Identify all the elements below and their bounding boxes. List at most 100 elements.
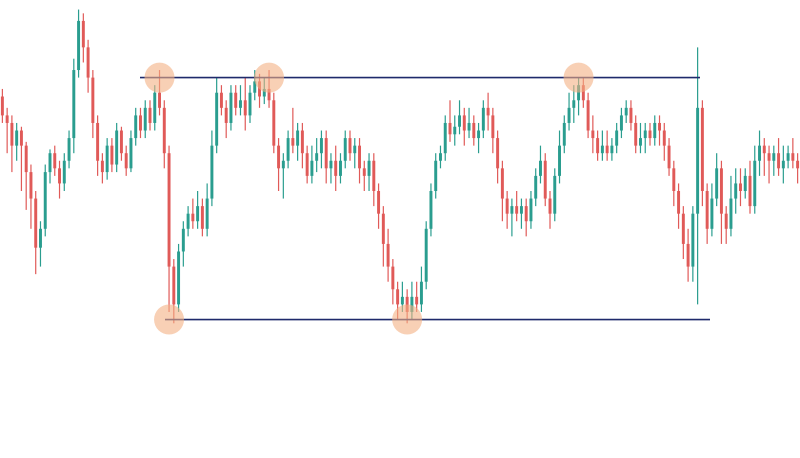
candle-body-down: [543, 160, 547, 199]
candle-body-down: [667, 145, 671, 169]
candle-body-down: [305, 153, 309, 176]
candle-body-down: [5, 115, 9, 123]
candle-body-down: [515, 206, 519, 214]
candle-body-up: [691, 213, 695, 267]
candle-body-down: [686, 243, 690, 267]
candle-body-up: [15, 130, 19, 146]
candle-body-up: [329, 160, 333, 169]
candle-body-up: [39, 228, 42, 248]
candle-body-down: [34, 198, 38, 248]
candle-body-up: [319, 138, 323, 154]
candle-body-up: [77, 20, 81, 71]
candle-body-down: [191, 213, 195, 222]
candle-body-down: [739, 183, 742, 191]
candle-body-up: [434, 160, 438, 191]
candle-body-down: [448, 122, 452, 135]
candle-body-up: [439, 153, 442, 161]
candle-body-down: [700, 107, 704, 191]
candle-body-up: [729, 198, 733, 229]
candle-body-up: [153, 92, 157, 123]
candle-body-down: [158, 92, 161, 108]
candle-body-up: [367, 160, 371, 176]
candle-body-up: [758, 145, 761, 161]
candle-body-down: [172, 266, 176, 305]
candle-body-up: [353, 145, 357, 154]
candle-body-down: [24, 145, 28, 173]
candle-body-up: [186, 213, 190, 229]
candle-body-up: [734, 183, 738, 199]
candle-body-down: [100, 160, 104, 173]
candle-body-up: [715, 168, 719, 199]
candle-body-up: [639, 138, 642, 146]
candle-body-down: [29, 172, 33, 199]
candle-body-up: [467, 122, 471, 131]
candle-body-up: [624, 107, 628, 116]
candle-body-up: [572, 100, 576, 108]
candle-body-down: [796, 160, 800, 169]
candle-body-up: [600, 145, 604, 154]
candle-body-up: [296, 130, 300, 146]
candle-body-up: [239, 100, 242, 108]
candle-body-down: [219, 92, 223, 108]
candle-body-down: [777, 153, 781, 169]
candle-body-up: [529, 198, 533, 222]
candle-body-down: [162, 107, 166, 154]
candle-body-up: [458, 115, 461, 127]
candle-body-down: [372, 160, 376, 191]
candle-body-down: [486, 107, 490, 116]
candle-body-down: [200, 206, 204, 229]
candle-body-down: [548, 198, 552, 214]
candle-body-up: [210, 145, 214, 199]
candle-body-down: [581, 85, 585, 101]
candle-body-up: [577, 85, 581, 101]
candle-body-down: [377, 191, 381, 214]
candle-body-up: [281, 160, 285, 169]
candle-body-down: [267, 88, 271, 101]
candle-body-down: [415, 296, 419, 305]
candle-body-up: [567, 107, 571, 123]
resistance-touch-point: [144, 62, 175, 93]
candle-body-up: [753, 160, 757, 207]
candle-body-down: [139, 115, 142, 131]
candle-body-up: [248, 92, 252, 116]
candle-body-down: [658, 122, 661, 131]
candle-body-up: [786, 153, 790, 161]
candle-body-up: [534, 175, 538, 199]
support-touch-point: [392, 304, 423, 335]
candle-body-up: [519, 206, 523, 214]
candle-body-down: [358, 145, 361, 169]
candle-body-down: [681, 213, 685, 244]
candles-layer: [0, 9, 800, 324]
candle-body-down: [110, 145, 114, 165]
candle-body-up: [424, 228, 428, 282]
candle-body-up: [615, 130, 619, 146]
candle-body-down: [277, 145, 281, 169]
candle-body-down: [586, 100, 590, 131]
candle-body-up: [539, 160, 542, 176]
candle-body-up: [262, 88, 266, 97]
candle-body-down: [53, 153, 57, 169]
candle-body-up: [553, 175, 557, 214]
candle-body-up: [653, 122, 657, 139]
candle-body-down: [767, 153, 771, 161]
candle-body-up: [781, 160, 785, 169]
candle-body-down: [791, 153, 795, 161]
candle-body-up: [134, 115, 138, 139]
candle-body-up: [343, 138, 347, 161]
candle-body-up: [419, 281, 423, 305]
candle-body-down: [629, 107, 633, 123]
candle-body-down: [119, 130, 123, 154]
candle-body-down: [591, 130, 595, 139]
candle-body-down: [81, 20, 85, 48]
candle-body-up: [143, 107, 147, 131]
candle-body-down: [96, 122, 100, 161]
candle-body-down: [334, 160, 338, 176]
candle-body-down: [391, 266, 395, 290]
candle-body-down: [234, 92, 238, 108]
candle-body-up: [48, 153, 52, 173]
levels-layer: [140, 76, 710, 321]
candle-body-up: [205, 198, 209, 229]
candle-body-down: [762, 145, 766, 154]
candle-body-up: [129, 138, 133, 169]
